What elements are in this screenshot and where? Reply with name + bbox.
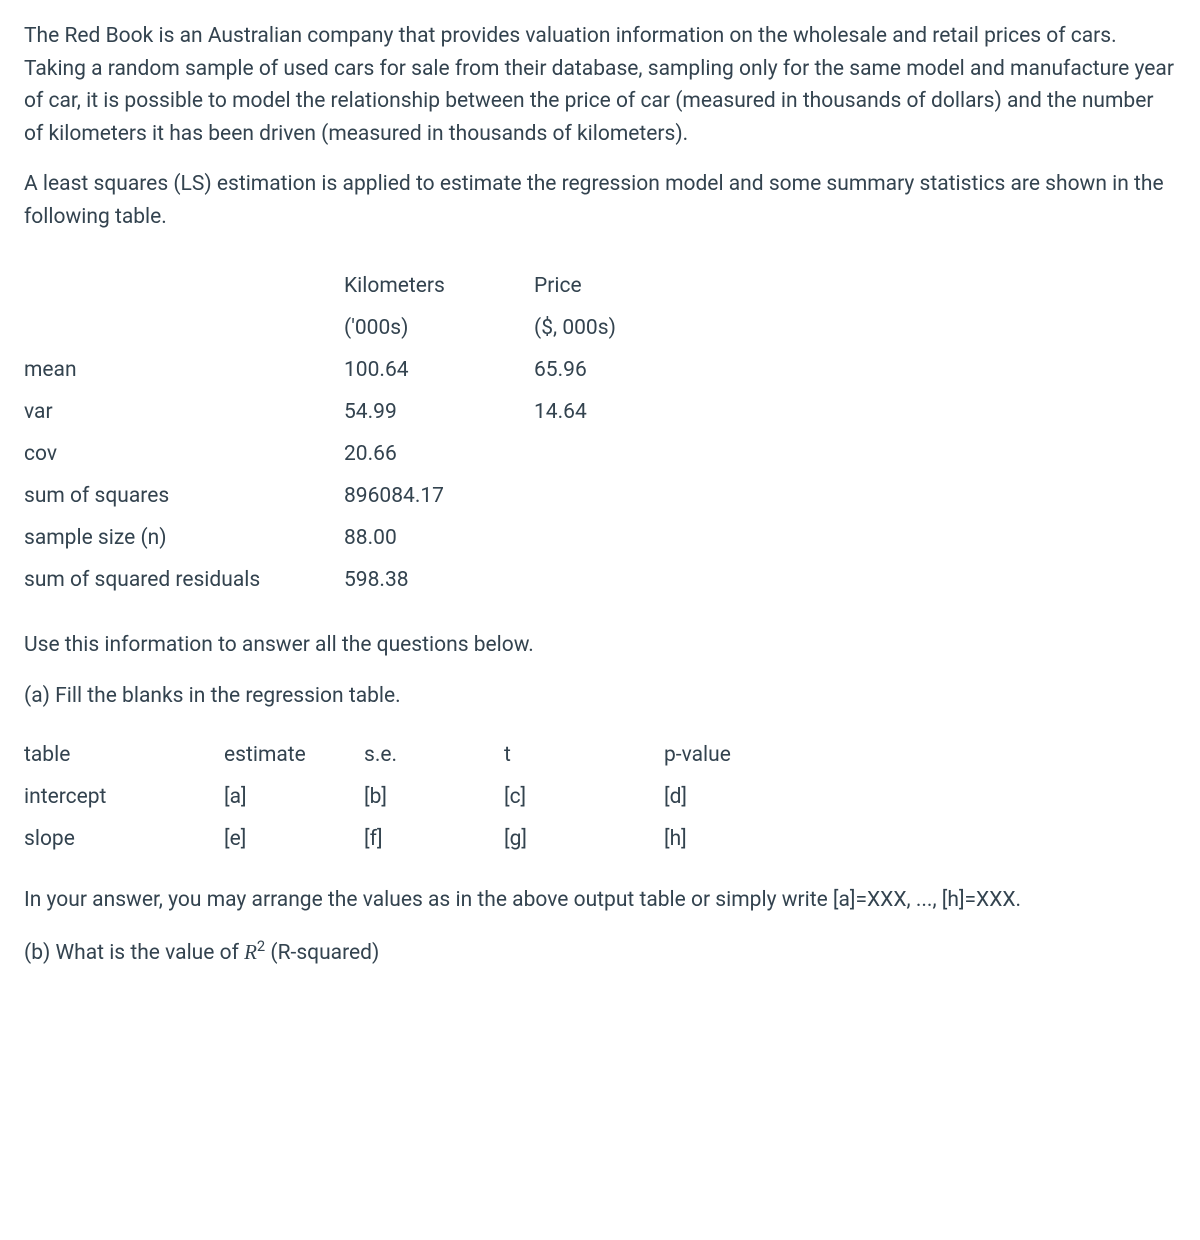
intro-paragraph-2: A least squares (LS) estimation is appli…	[24, 168, 1176, 233]
table-row: sum of squares 896084.17	[24, 475, 1176, 517]
summary-statistics-table: Kilometers Price ('000s) ($, 000s) mean …	[24, 265, 1176, 601]
r-squared-exponent: 2	[257, 937, 265, 955]
summary-row-price: 65.96	[534, 349, 724, 391]
summary-row-km: 54.99	[344, 391, 534, 433]
summary-header-blank	[24, 265, 344, 307]
table-row: sample size (n) 88.00	[24, 517, 1176, 559]
summary-row-price	[534, 475, 724, 517]
summary-row-price: 14.64	[534, 391, 724, 433]
reg-row-label: slope	[24, 818, 224, 860]
summary-row-price	[534, 433, 724, 475]
summary-row-km: 88.00	[344, 517, 534, 559]
table-row: cov 20.66	[24, 433, 1176, 475]
part-b-prefix: (b) What is the value of	[24, 941, 244, 965]
summary-row-label: sum of squared residuals	[24, 559, 344, 601]
part-b-suffix: (R-squared)	[265, 941, 379, 965]
reg-cell: [h]	[664, 818, 824, 860]
reg-header-estimate: estimate	[224, 734, 364, 776]
reg-cell: [g]	[504, 818, 664, 860]
summary-row-price	[534, 517, 724, 559]
summary-row-km: 598.38	[344, 559, 534, 601]
summary-row-label: mean	[24, 349, 344, 391]
reg-row-label: intercept	[24, 776, 224, 818]
table-row: sum of squared residuals 598.38	[24, 559, 1176, 601]
reg-header-se: s.e.	[364, 734, 504, 776]
summary-row-price	[534, 559, 724, 601]
reg-cell: [f]	[364, 818, 504, 860]
reg-cell: [b]	[364, 776, 504, 818]
part-a-prompt: (a) Fill the blanks in the regression ta…	[24, 680, 1176, 713]
summary-row-label: sum of squares	[24, 475, 344, 517]
reg-cell: [e]	[224, 818, 364, 860]
table-row: mean 100.64 65.96	[24, 349, 1176, 391]
reg-header-table: table	[24, 734, 224, 776]
intro-paragraph-1: The Red Book is an Australian company th…	[24, 20, 1176, 150]
summary-row-km: 896084.17	[344, 475, 534, 517]
reg-cell: [a]	[224, 776, 364, 818]
summary-row-label: cov	[24, 433, 344, 475]
reg-header-pvalue: p-value	[664, 734, 824, 776]
summary-header-km-line1: Kilometers	[344, 265, 534, 307]
part-b-prompt: (b) What is the value of R2 (R-squared)	[24, 935, 1176, 970]
summary-row-km: 100.64	[344, 349, 534, 391]
summary-row-km: 20.66	[344, 433, 534, 475]
summary-header-price-line1: Price	[534, 265, 724, 307]
summary-header-km-line2: ('000s)	[344, 307, 534, 349]
reg-header-t: t	[504, 734, 664, 776]
summary-row-label: var	[24, 391, 344, 433]
reg-cell: [c]	[504, 776, 664, 818]
r-squared-variable: R	[244, 940, 257, 964]
reg-cell: [d]	[664, 776, 824, 818]
table-row: slope [e] [f] [g] [h]	[24, 818, 1176, 860]
table-row: intercept [a] [b] [c] [d]	[24, 776, 1176, 818]
regression-table: table estimate s.e. t p-value intercept …	[24, 734, 1176, 860]
instruction-text: Use this information to answer all the q…	[24, 629, 1176, 662]
summary-row-label: sample size (n)	[24, 517, 344, 559]
answer-format-note: In your answer, you may arrange the valu…	[24, 884, 1176, 917]
summary-header-price-line2: ($, 000s)	[534, 307, 724, 349]
table-row: var 54.99 14.64	[24, 391, 1176, 433]
